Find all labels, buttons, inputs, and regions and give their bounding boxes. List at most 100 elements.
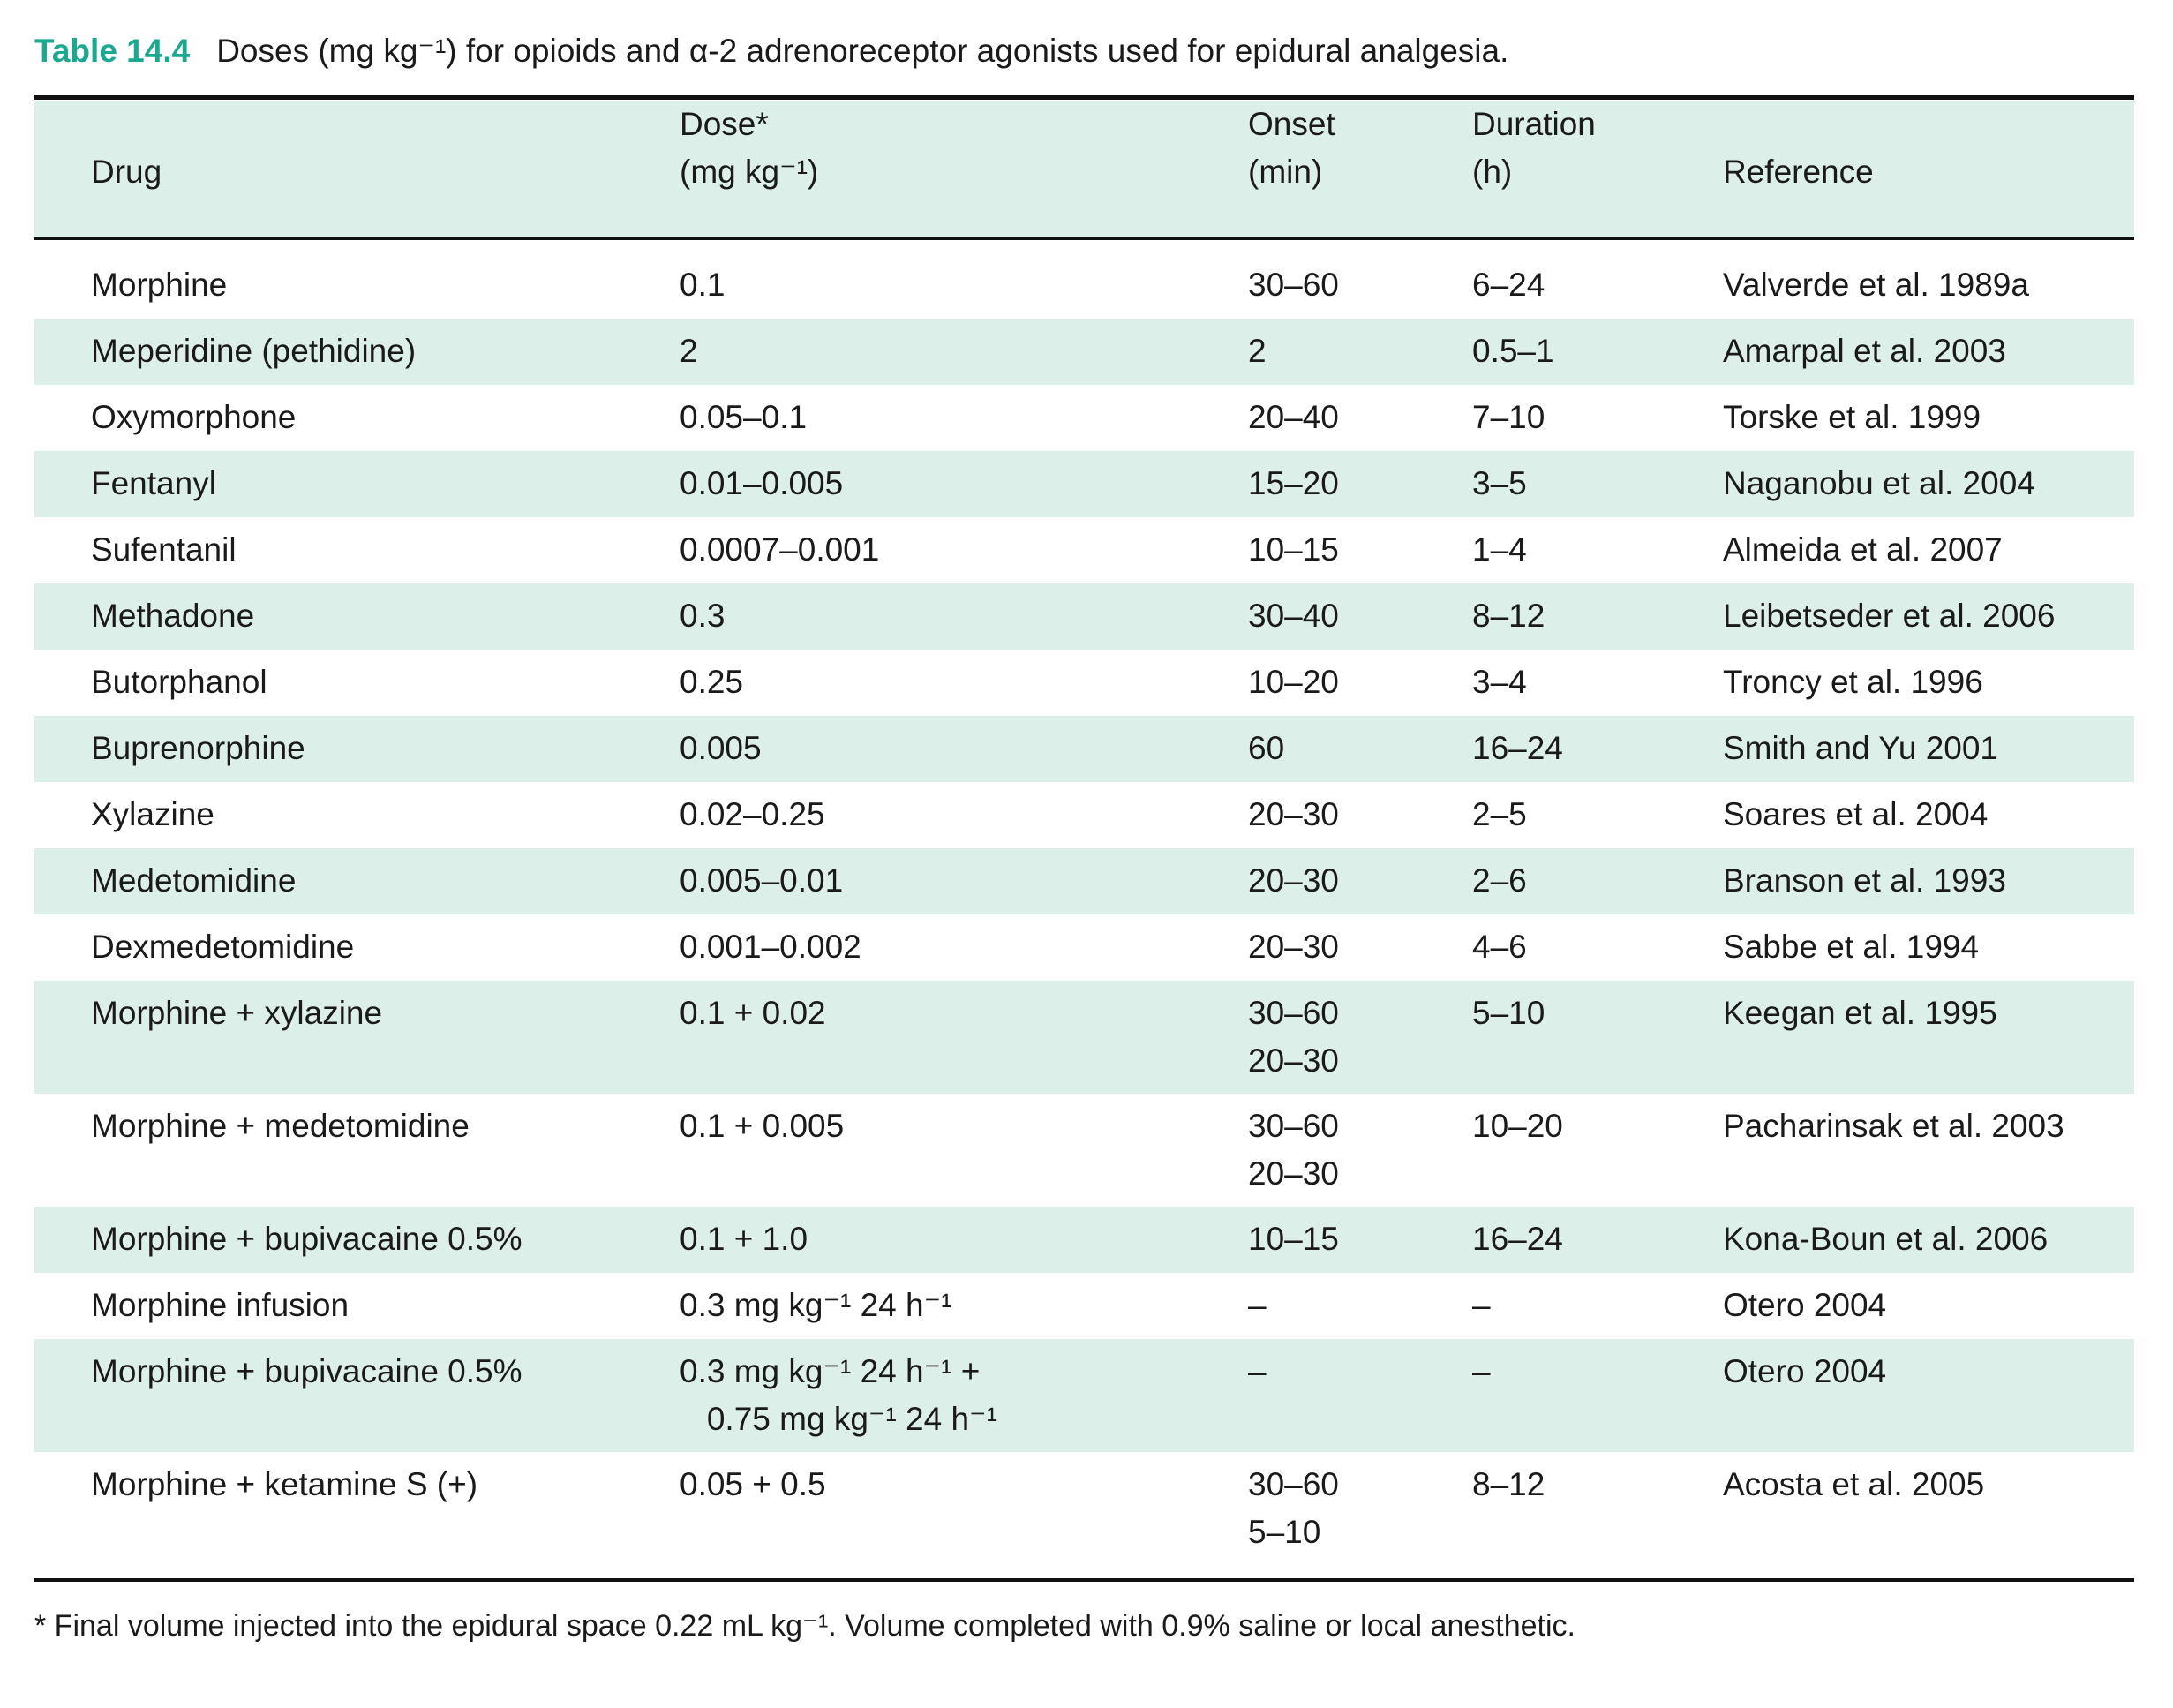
table-row: Morphine 0.1 30–60 6–24 Valverde et al. 1989… [34, 252, 2134, 319]
cell-duration: – [1472, 1287, 1491, 1323]
cell-onset: 15–20 [1248, 465, 1339, 501]
header-drug: Drug [91, 154, 162, 190]
cell-drug: Dexmedetomidine [91, 929, 355, 965]
cell-drug: Morphine + bupivacaine 0.5% [91, 1353, 523, 1389]
table-row: Morphine + ketamine S (+) 0.05 + 0.5 30–60… [34, 1452, 2134, 1565]
table-row: Methadone 0.3 30–40 8–12 Leibetseder et al. … [34, 583, 2134, 650]
cell-dose: 0.005 [680, 730, 762, 766]
cell-duration: 8–12 [1472, 1466, 1545, 1502]
cell-onset: 60 [1248, 730, 1285, 766]
table-row: Buprenorphine 0.005 60 16–24 Smith and Yu 20… [34, 716, 2134, 782]
table-row: Morphine + xylazine 0.1 + 0.02 30–60 20–30… [34, 981, 2134, 1094]
cell-drug: Morphine + medetomidine [91, 1108, 470, 1144]
table-row: Butorphanol 0.25 10–20 3–4 Troncy et al. 199… [34, 650, 2134, 716]
cell-reference: Pacharinsak et al. 2003 [1723, 1108, 2064, 1144]
table-row: Morphine + bupivacaine 0.5% 0.1 + 1.0 10–1… [34, 1207, 2134, 1273]
cell-drug: Sufentanil [91, 531, 237, 568]
cell-duration: 16–24 [1472, 730, 1563, 766]
cell-duration: 7–10 [1472, 399, 1545, 435]
cell-onset: 30–60 5–10 [1248, 1466, 1339, 1550]
cell-reference: Acosta et al. 2005 [1723, 1466, 1985, 1502]
header-reference: Reference [1723, 154, 1874, 190]
table-row: Oxymorphone 0.05–0.1 20–40 7–10 Torske et al… [34, 385, 2134, 451]
cell-drug: Meperidine (pethidine) [91, 333, 417, 369]
cell-onset: 10–20 [1248, 664, 1339, 700]
cell-dose: 0.05 + 0.5 [680, 1466, 826, 1502]
cell-duration: 3–5 [1472, 465, 1527, 501]
cell-onset: 20–40 [1248, 399, 1339, 435]
cell-drug: Morphine + bupivacaine 0.5% [91, 1221, 523, 1257]
cell-reference: Naganobu et al. 2004 [1723, 465, 2035, 501]
cell-onset: 30–60 [1248, 267, 1339, 303]
cell-onset: – [1248, 1353, 1267, 1389]
cell-dose: 0.1 [680, 267, 726, 303]
cell-dose: 0.005–0.01 [680, 862, 844, 899]
cell-drug: Morphine [91, 267, 228, 303]
cell-drug: Fentanyl [91, 465, 216, 501]
cell-onset: 20–30 [1248, 929, 1339, 965]
footnote: * Final volume injected into the epidura… [34, 1609, 1575, 1643]
cell-onset: 30–40 [1248, 598, 1339, 634]
cell-drug: Morphine infusion [91, 1287, 350, 1323]
cell-dose: 0.001–0.002 [680, 929, 861, 965]
cell-reference: Otero 2004 [1723, 1353, 1887, 1389]
header-rule [34, 237, 2134, 240]
cell-dose: 0.01–0.005 [680, 465, 844, 501]
cell-dose: 0.25 [680, 664, 744, 700]
cell-reference: Keegan et al. 1995 [1723, 995, 1997, 1031]
cell-duration: 10–20 [1472, 1108, 1563, 1144]
cell-onset: 2 [1248, 333, 1267, 369]
cell-dose: 0.1 + 0.005 [680, 1108, 845, 1144]
cell-onset: 10–15 [1248, 1221, 1339, 1257]
cell-dose: 0.02–0.25 [680, 796, 825, 832]
cell-reference: Torske et al. 1999 [1723, 399, 1981, 435]
cell-duration: 5–10 [1472, 995, 1545, 1031]
cell-drug: Oxymorphone [91, 399, 297, 435]
table-title: Doses (mg kg⁻¹) for opioids and α-2 adre… [216, 33, 1509, 69]
cell-duration: 3–4 [1472, 664, 1527, 700]
cell-dose: 0.3 mg kg⁻¹ 24 h⁻¹ + 0.75 mg kg⁻¹ 24 h⁻¹ [680, 1353, 997, 1437]
table-row: Morphine + bupivacaine 0.5% 0.3 mg kg⁻¹ 2… [34, 1339, 2134, 1452]
table-body: Morphine 0.1 30–60 6–24 Valverde et al. 1989… [34, 252, 2134, 1565]
cell-onset: 20–30 [1248, 796, 1339, 832]
cell-reference: Branson et al. 1993 [1723, 862, 2006, 899]
cell-dose: 2 [680, 333, 698, 369]
cell-dose: 0.1 + 1.0 [680, 1221, 808, 1257]
table-header: Drug Dose* (mg kg⁻¹) Onset (min) Duratio… [34, 101, 2134, 237]
table-row: Dexmedetomidine 0.001–0.002 20–30 4–6 Sabbe … [34, 914, 2134, 981]
cell-onset: – [1248, 1287, 1267, 1323]
top-rule [34, 95, 2134, 100]
table-row: Fentanyl 0.01–0.005 15–20 3–5 Naganobu et al… [34, 451, 2134, 517]
cell-drug: Medetomidine [91, 862, 297, 899]
cell-reference: Amarpal et al. 2003 [1723, 333, 2006, 369]
header-dose: Dose* (mg kg⁻¹) [680, 106, 819, 190]
cell-dose: 0.3 mg kg⁻¹ 24 h⁻¹ [680, 1287, 952, 1323]
cell-onset: 30–60 20–30 [1248, 995, 1339, 1079]
table-caption: Table 14.4 Doses (mg kg⁻¹) for opioids an… [34, 32, 1508, 70]
cell-onset: 30–60 20–30 [1248, 1108, 1339, 1192]
cell-reference: Almeida et al. 2007 [1723, 531, 2003, 568]
cell-duration: 1–4 [1472, 531, 1527, 568]
cell-dose: 0.1 + 0.02 [680, 995, 826, 1031]
header-onset: Onset (min) [1248, 106, 1335, 190]
cell-reference: Otero 2004 [1723, 1287, 1887, 1323]
cell-duration: 2–5 [1472, 796, 1527, 832]
cell-drug: Morphine + xylazine [91, 995, 383, 1031]
header-duration: Duration (h) [1472, 106, 1596, 190]
cell-drug: Morphine + ketamine S (+) [91, 1466, 478, 1502]
cell-reference: Leibetseder et al. 2006 [1723, 598, 2056, 634]
cell-drug: Xylazine [91, 796, 214, 832]
cell-dose: 0.05–0.1 [680, 399, 808, 435]
cell-duration: 8–12 [1472, 598, 1545, 634]
table-row: Meperidine (pethidine) 2 2 0.5–1 Amarpal et … [34, 319, 2134, 385]
cell-dose: 0.3 [680, 598, 726, 634]
cell-drug: Butorphanol [91, 664, 267, 700]
cell-duration: 2–6 [1472, 862, 1527, 899]
cell-reference: Soares et al. 2004 [1723, 796, 1989, 832]
cell-duration: 16–24 [1472, 1221, 1563, 1257]
table-row: Morphine + medetomidine 0.1 + 0.005 30–60 … [34, 1094, 2134, 1207]
cell-reference: Sabbe et al. 1994 [1723, 929, 1980, 965]
cell-onset: 20–30 [1248, 862, 1339, 899]
table-row: Morphine infusion 0.3 mg kg⁻¹ 24 h⁻¹ – – Ote… [34, 1273, 2134, 1339]
cell-drug: Buprenorphine [91, 730, 305, 766]
